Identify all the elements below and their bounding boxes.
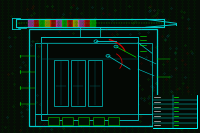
- Bar: [153, 109, 197, 114]
- Bar: [153, 114, 197, 118]
- Bar: [71, 60, 85, 106]
- Bar: [138, 43, 152, 114]
- Bar: [153, 95, 197, 128]
- Bar: [78, 117, 89, 125]
- Bar: [41, 37, 138, 120]
- Bar: [35, 43, 47, 114]
- Bar: [93, 117, 104, 125]
- Bar: [153, 123, 197, 128]
- Bar: [153, 95, 197, 100]
- Bar: [153, 118, 197, 123]
- Bar: [62, 117, 73, 125]
- Bar: [153, 104, 197, 109]
- Bar: [29, 29, 157, 126]
- Bar: [54, 60, 68, 106]
- Bar: [88, 60, 102, 106]
- Bar: [108, 117, 119, 125]
- Bar: [41, 37, 138, 43]
- Bar: [35, 114, 152, 126]
- Bar: [153, 100, 197, 104]
- Bar: [48, 117, 59, 125]
